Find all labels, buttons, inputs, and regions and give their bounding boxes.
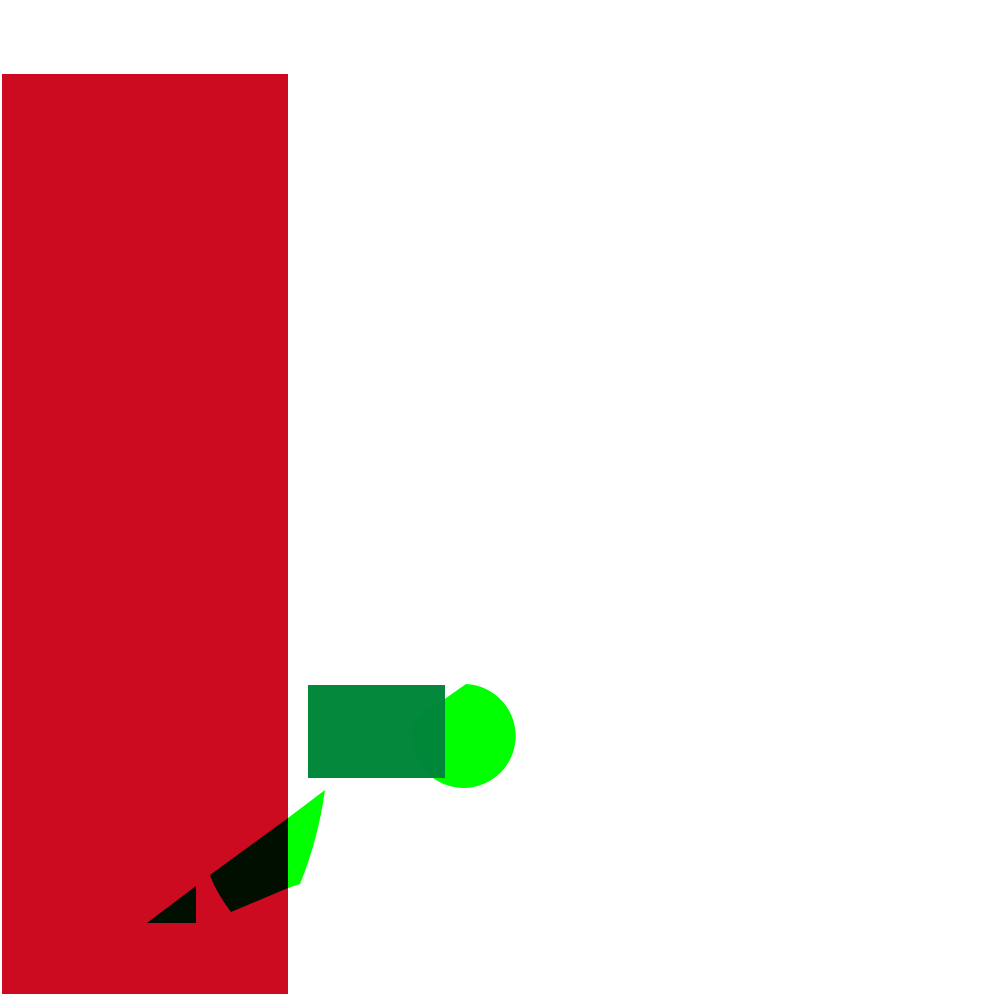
green-wedge xyxy=(288,790,325,888)
red-bar xyxy=(2,74,288,994)
green-rectangle xyxy=(308,685,445,778)
dark-stroke-lower xyxy=(147,886,196,923)
dark-stroke-upper xyxy=(210,818,288,912)
